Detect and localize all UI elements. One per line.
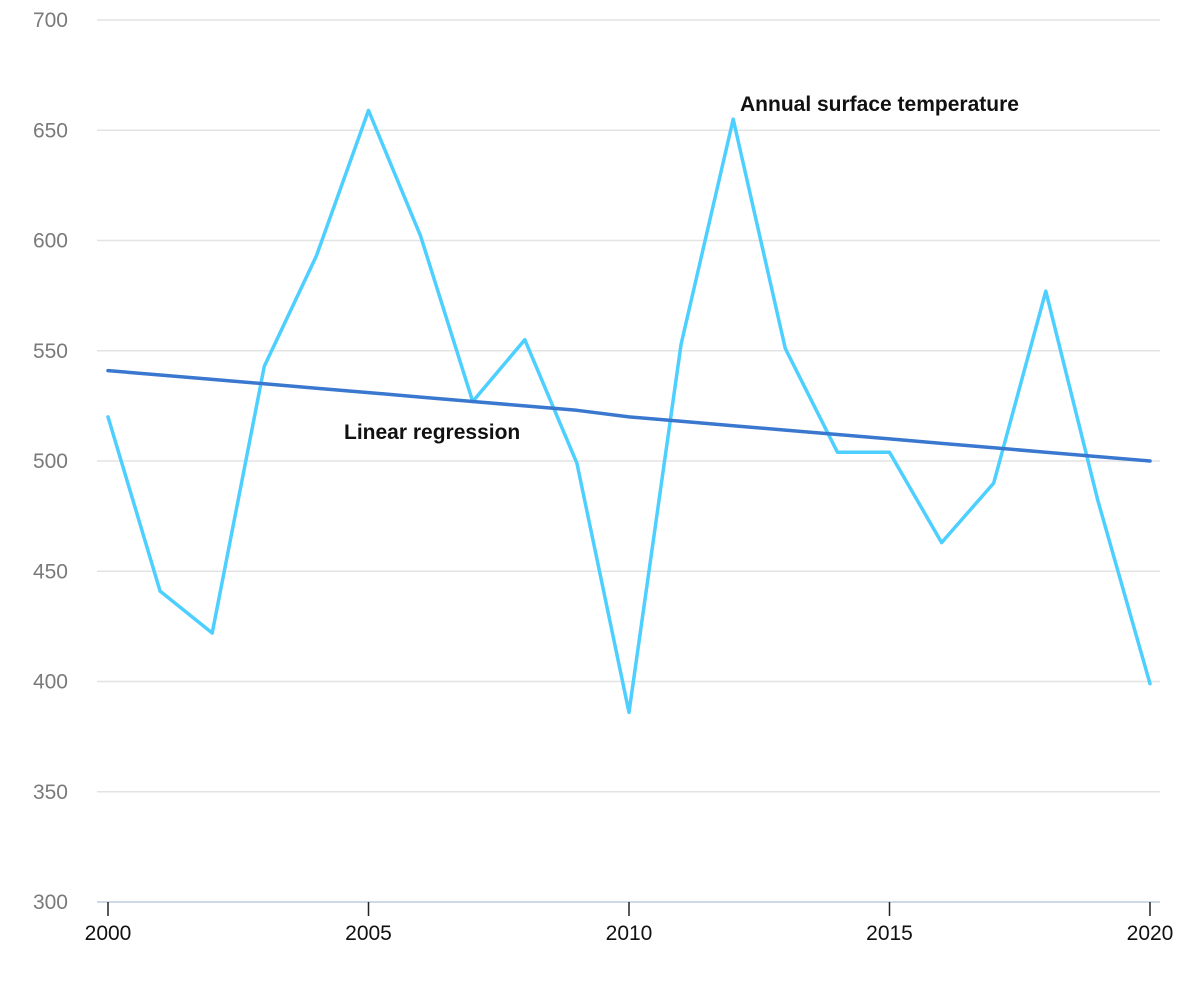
series-labels: Annual surface temperature Linear regres… <box>344 93 1019 444</box>
y-tick-label: 650 <box>33 119 68 142</box>
x-tick-label: 2005 <box>345 922 392 945</box>
x-tick-label: 2015 <box>866 922 913 945</box>
y-tick-label: 400 <box>33 671 68 694</box>
series-line-annual-surface-temperature <box>106 108 1152 715</box>
x-tick-label: 2020 <box>1127 922 1174 945</box>
y-tick-label: 450 <box>33 560 68 583</box>
gridlines <box>97 19 1160 793</box>
x-tick-label: 2000 <box>85 922 132 945</box>
y-axis-labels: 300 350 400 450 500 550 600 650 700 <box>33 9 68 914</box>
series-line-linear-regression <box>106 368 1152 463</box>
x-tick-label: 2010 <box>606 922 653 945</box>
y-tick-label: 300 <box>33 891 68 914</box>
series-label-annual-surface-temperature: Annual surface temperature <box>740 93 1019 116</box>
x-axis: 2000 2005 2010 2015 2020 <box>85 901 1174 945</box>
y-tick-label: 350 <box>33 781 68 804</box>
y-tick-label: 550 <box>33 340 68 363</box>
series-lines <box>106 108 1152 715</box>
y-tick-label: 700 <box>33 9 68 32</box>
y-tick-label: 600 <box>33 230 68 253</box>
y-tick-label: 500 <box>33 450 68 473</box>
series-label-linear-regression: Linear regression <box>344 421 520 444</box>
